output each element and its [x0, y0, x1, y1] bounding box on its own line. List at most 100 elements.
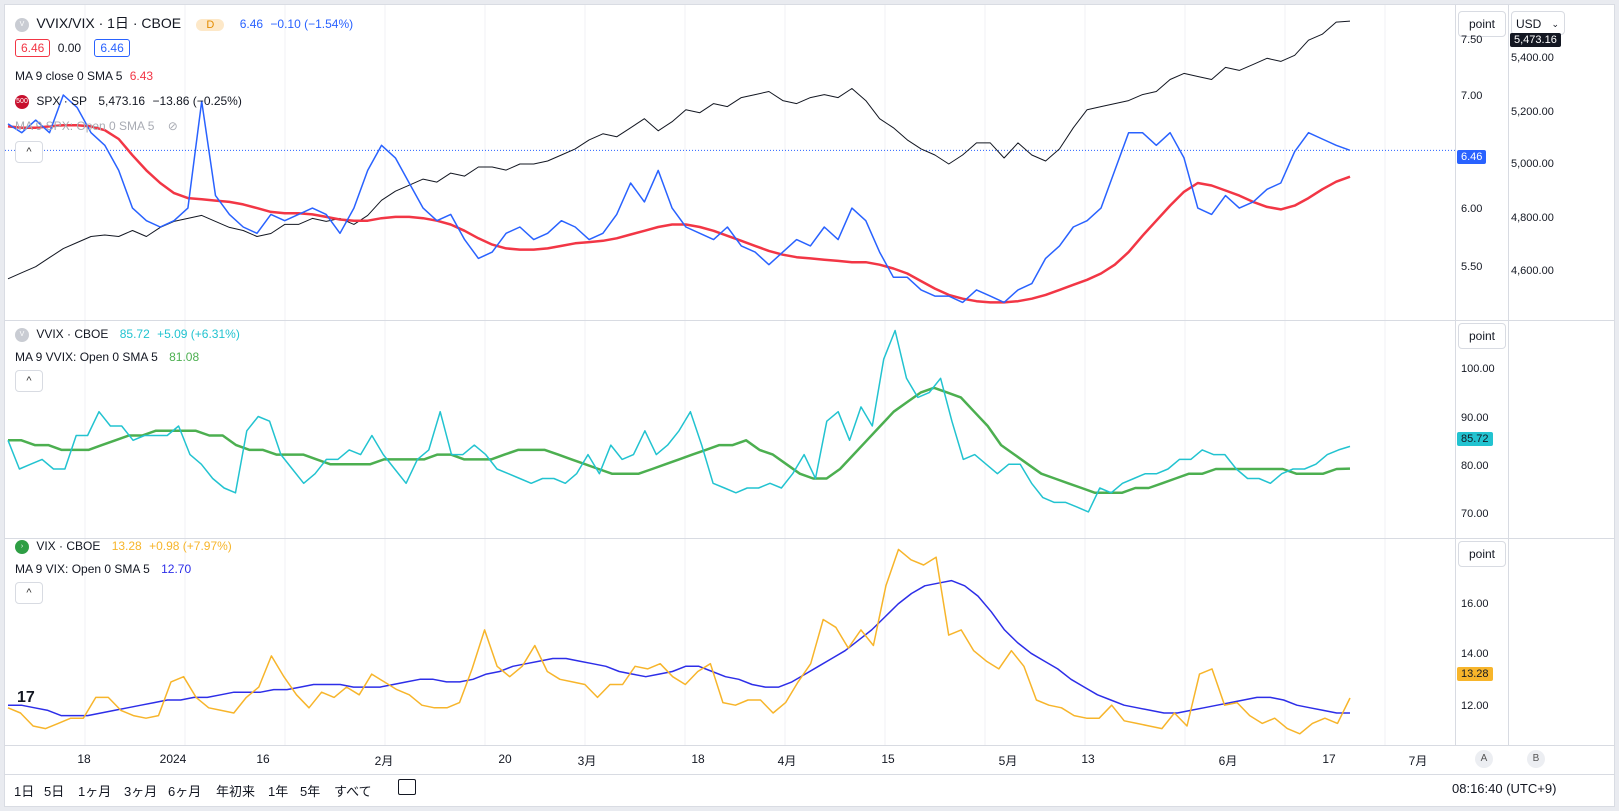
vix-label: VIX · CBOE: [36, 539, 101, 553]
spx-logo-icon: 500: [15, 94, 29, 109]
ask-box[interactable]: 6.46: [94, 39, 130, 57]
ratio-tick-label: 7.50: [1461, 34, 1483, 46]
spx-legend[interactable]: 500 SPX · SP 5,473.16 −13.86 (−0.25%): [15, 94, 246, 109]
timeframe-button[interactable]: 1ヶ月: [78, 784, 112, 799]
vix-change: +0.98 (+7.97%): [149, 539, 232, 553]
timeframe-button[interactable]: 6ヶ月: [168, 784, 202, 799]
vix-legend[interactable]: › VIX · CBOE 13.28 +0.98 (+7.97%): [15, 539, 236, 554]
vix-tick-label: 12.00: [1461, 700, 1489, 712]
ma-vvix-line[interactable]: [8, 386, 1351, 495]
timeframe-button[interactable]: すべて: [334, 784, 372, 799]
ma-vix-line[interactable]: [8, 579, 1350, 717]
last-price: 6.46: [239, 17, 264, 31]
vix-tick-label: 14.00: [1461, 648, 1489, 660]
x-tick-label: 16: [256, 752, 270, 766]
spx-line[interactable]: [7, 20, 1351, 280]
vvix-tick-label: 90.00: [1461, 412, 1489, 424]
ma-main-label: MA 9 close 0 SMA 5: [15, 69, 123, 83]
x-tick-label: 15: [881, 752, 895, 766]
x-tick-label: 18: [77, 752, 91, 766]
ma-spx-legend[interactable]: MA 9 SPX: Open 0 SMA 5 ⊘: [15, 119, 182, 133]
calendar-icon[interactable]: [398, 779, 416, 795]
ratio-pane[interactable]: V VVIX/VIX · 1日 · CBOE D 6.46 −0.10 (−1.…: [5, 5, 1505, 320]
tradingview-logo-icon[interactable]: 17: [17, 689, 35, 706]
scale-b-button[interactable]: B: [1527, 750, 1545, 768]
timeframe-button[interactable]: 1日: [14, 784, 35, 799]
ma-main-line[interactable]: [7, 123, 1351, 304]
ma-vix-value: 12.70: [161, 562, 192, 576]
point-button-1[interactable]: point: [1458, 11, 1506, 37]
spx-tick-label: 5,000.00: [1511, 158, 1554, 170]
hidden-eye-icon[interactable]: ⊘: [167, 119, 178, 133]
spx-change: −13.86 (−0.25%): [152, 94, 242, 108]
spx-tick-label: 5,200.00: [1511, 106, 1554, 118]
bid-ask-row: 6.46 0.00 6.46: [15, 39, 134, 57]
vvix-last-tag: 85.72: [1457, 432, 1493, 446]
vvix-tick-label: 100.00: [1461, 363, 1495, 375]
ratio-tick-label: 5.50: [1461, 261, 1483, 273]
vvix-plot[interactable]: [5, 321, 1505, 538]
spx-tick-label: 5,400.00: [1511, 52, 1554, 64]
ratio-tick-label: 6.00: [1461, 203, 1483, 215]
x-tick-label: 18: [691, 752, 705, 766]
currency-select[interactable]: USD ⌄: [1511, 11, 1565, 35]
chevron-down-icon: ⌄: [1551, 19, 1559, 29]
spx-label: SPX · SP: [36, 94, 88, 108]
point-button-2[interactable]: point: [1458, 323, 1506, 349]
timeframe-button[interactable]: 1年: [268, 784, 289, 799]
symbol-logo-icon: V: [15, 17, 29, 32]
x-tick-label: 13: [1081, 752, 1095, 766]
scale-a-button[interactable]: A: [1475, 750, 1493, 768]
ma-vvix-value: 81.08: [169, 350, 200, 364]
x-tick-label: 2024: [159, 752, 187, 766]
vix-plot[interactable]: [5, 539, 1505, 745]
clock[interactable]: 08:16:40 (UTC+9): [1452, 781, 1557, 796]
chart-frame: V VVIX/VIX · 1日 · CBOE D 6.46 −0.10 (−1.…: [4, 4, 1615, 807]
collapse-button[interactable]: ^: [15, 141, 43, 163]
vix-pane[interactable]: › VIX · CBOE 13.28 +0.98 (+7.97%) MA 9 V…: [5, 539, 1505, 745]
timeframe-button[interactable]: 5日: [44, 784, 65, 799]
ratio-legend: V VVIX/VIX · 1日 · CBOE D 6.46 −0.10 (−1.…: [15, 13, 357, 33]
x-tick-label: 20: [498, 752, 512, 766]
vix-logo-icon: ›: [15, 539, 29, 554]
ma-vvix-legend[interactable]: MA 9 VVIX: Open 0 SMA 5 81.08: [15, 350, 203, 364]
collapse-button[interactable]: ^: [15, 582, 43, 604]
x-tick-label: 3月: [577, 754, 597, 768]
timeframe-button[interactable]: 3ヶ月: [124, 784, 158, 799]
collapse-button[interactable]: ^: [15, 370, 43, 392]
x-tick-label: 6月: [1218, 754, 1238, 768]
ratio-plot[interactable]: [5, 5, 1505, 320]
vvix-logo-icon: V: [15, 327, 29, 342]
vvix-change: +5.09 (+6.31%): [157, 327, 240, 341]
ma-spx-label: MA 9 SPX: Open 0 SMA 5: [15, 119, 155, 133]
symbol-title[interactable]: VVIX/VIX · 1日 · CBOE: [36, 15, 182, 31]
x-tick-label: 7月: [1408, 754, 1428, 768]
vvix-tick-label: 80.00: [1461, 460, 1489, 472]
interval-badge: D: [196, 19, 225, 31]
vvix-tick-label: 70.00: [1461, 508, 1489, 520]
ma-vix-label: MA 9 VIX: Open 0 SMA 5: [15, 562, 150, 576]
spread-value: 0.00: [57, 41, 82, 55]
bid-box[interactable]: 6.46: [15, 39, 51, 57]
x-tick-label: 5月: [998, 754, 1018, 768]
vix-tick-label: 16.00: [1461, 598, 1489, 610]
ma-main-legend[interactable]: MA 9 close 0 SMA 5 6.43: [15, 69, 157, 83]
spx-last-tag: 5,473.16: [1510, 33, 1561, 47]
ratio-last-tag: 6.46: [1457, 150, 1487, 164]
point-button-3[interactable]: point: [1458, 541, 1506, 567]
spx-tick-label: 4,600.00: [1511, 265, 1554, 277]
currency-label: USD: [1516, 17, 1542, 31]
ratio-line[interactable]: [7, 94, 1351, 304]
vix-line[interactable]: [7, 548, 1351, 735]
spx-value: 5,473.16: [98, 94, 146, 108]
vvix-line[interactable]: [7, 329, 1351, 513]
ma-vix-legend[interactable]: MA 9 VIX: Open 0 SMA 5 12.70: [15, 562, 195, 576]
x-tick-label: 2月: [374, 754, 394, 768]
timeframe-button[interactable]: 5年: [300, 784, 321, 799]
vvix-legend[interactable]: V VVIX · CBOE 85.72 +5.09 (+6.31%): [15, 327, 244, 342]
timeframe-button[interactable]: 年初来: [216, 784, 256, 799]
ma-vvix-label: MA 9 VVIX: Open 0 SMA 5: [15, 350, 158, 364]
vix-last-tag: 13.28: [1457, 667, 1493, 681]
vvix-pane[interactable]: V VVIX · CBOE 85.72 +5.09 (+6.31%) MA 9 …: [5, 321, 1505, 538]
vvix-value: 85.72: [119, 327, 150, 341]
